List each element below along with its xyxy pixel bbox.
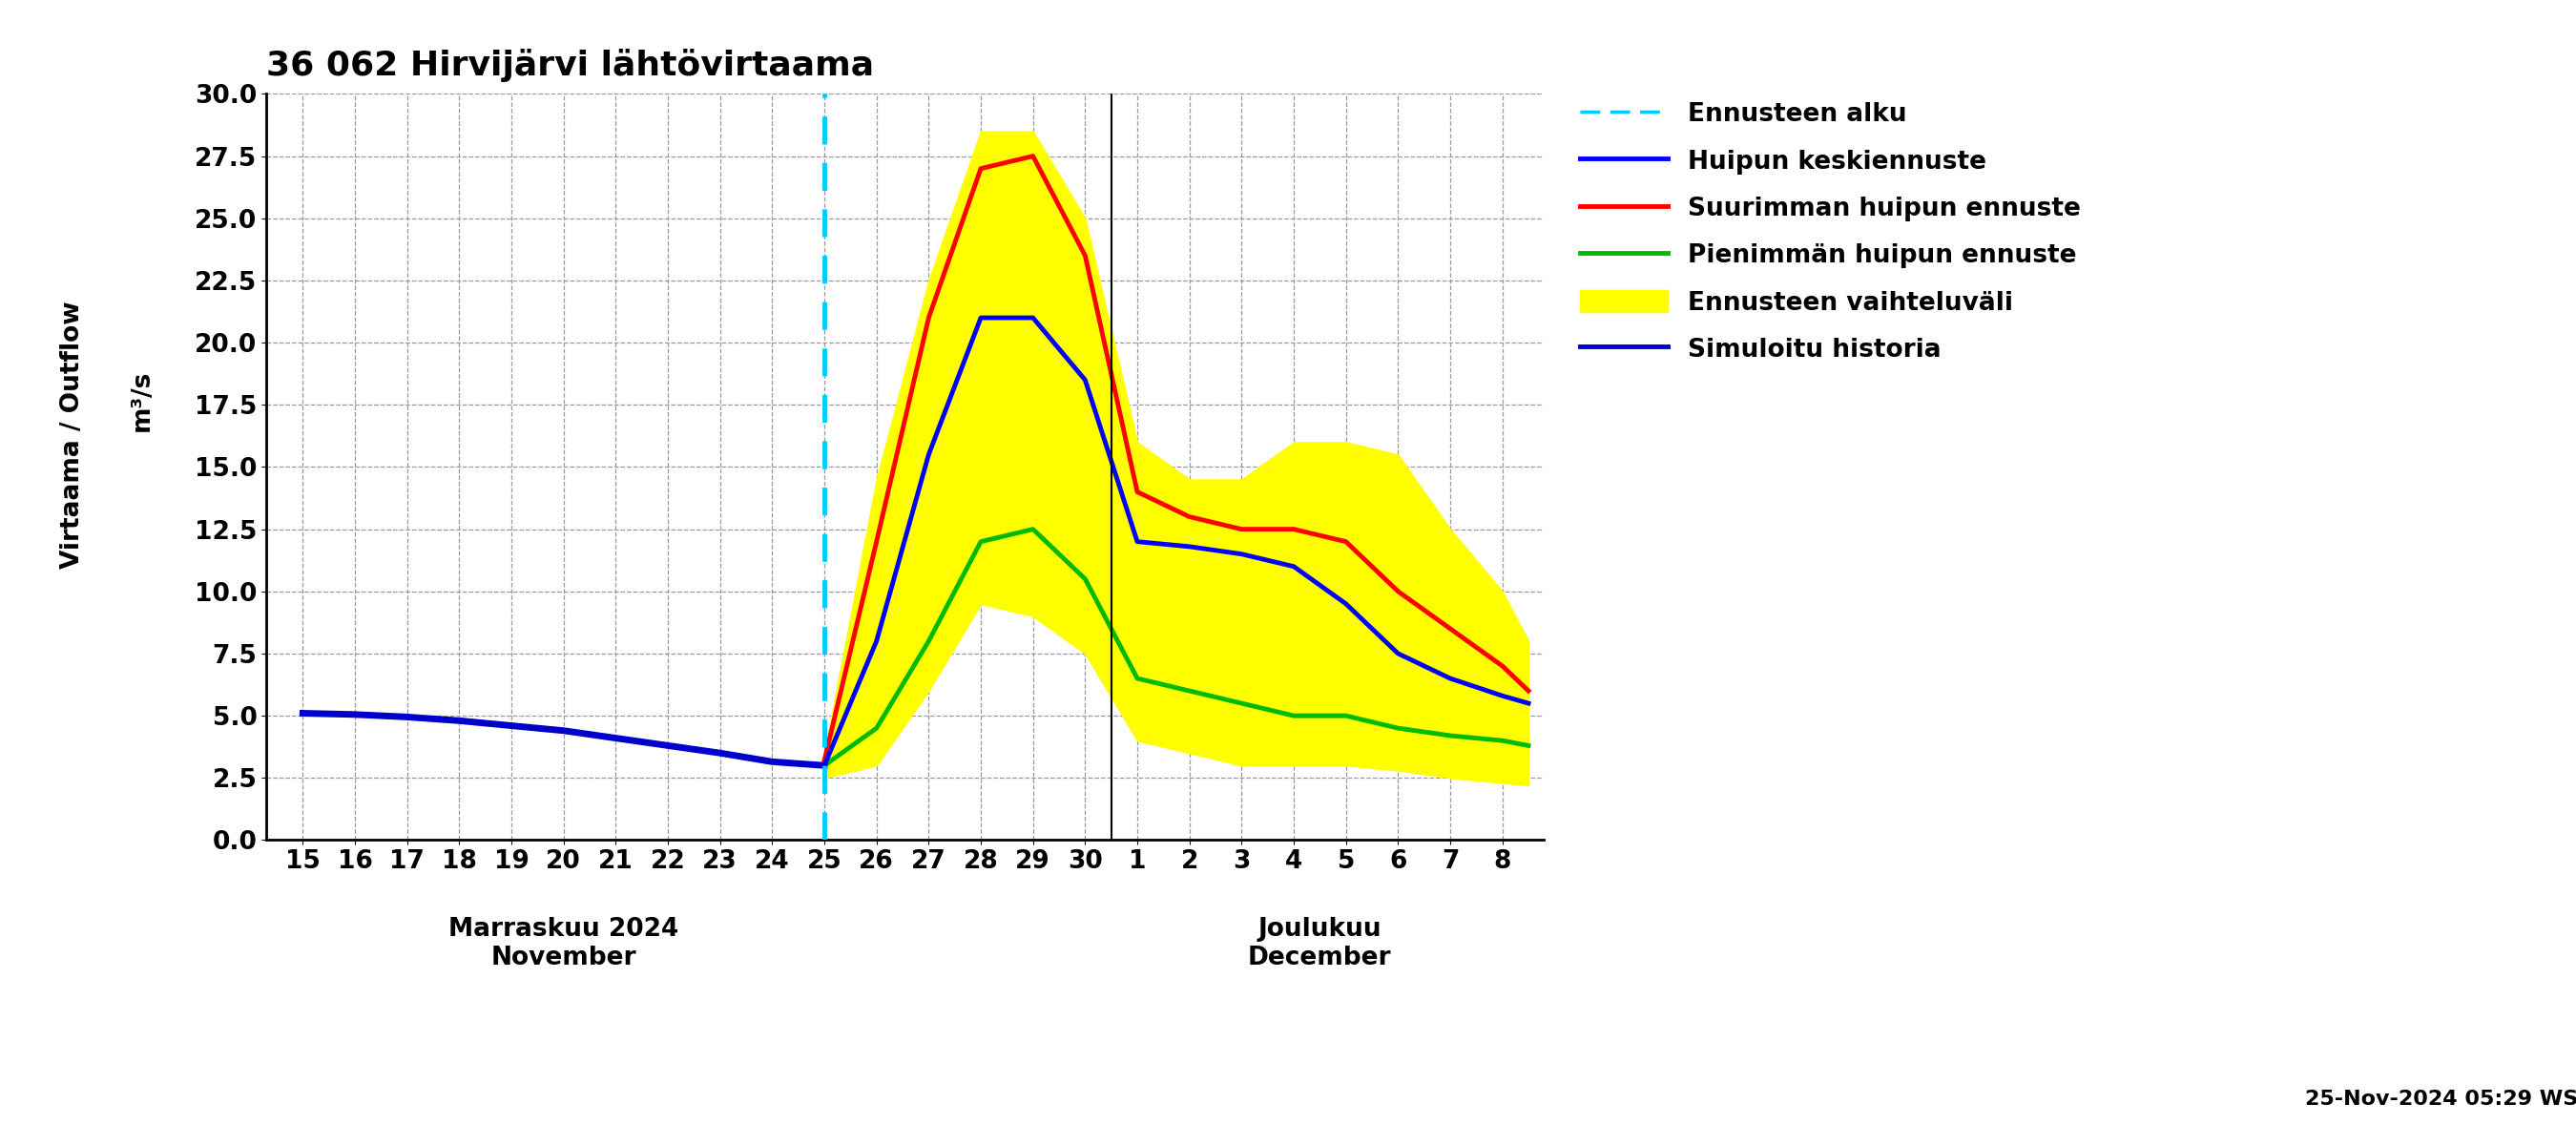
Text: Joulukuu
December: Joulukuu December xyxy=(1247,917,1391,970)
Text: 36 062 Hirvijärvi lähtövirtaama: 36 062 Hirvijärvi lähtövirtaama xyxy=(265,48,873,82)
Text: 25-Nov-2024 05:29 WSFS-O: 25-Nov-2024 05:29 WSFS-O xyxy=(2306,1090,2576,1108)
Text: Marraskuu 2024
November: Marraskuu 2024 November xyxy=(448,917,677,970)
Legend: Ennusteen alku, Huipun keskiennuste, Suurimman huipun ennuste, Pienimmän huipun : Ennusteen alku, Huipun keskiennuste, Suu… xyxy=(1569,92,2092,372)
Text: Virtaama / Outflow: Virtaama / Outflow xyxy=(59,301,85,569)
Text: m³/s: m³/s xyxy=(129,370,155,432)
